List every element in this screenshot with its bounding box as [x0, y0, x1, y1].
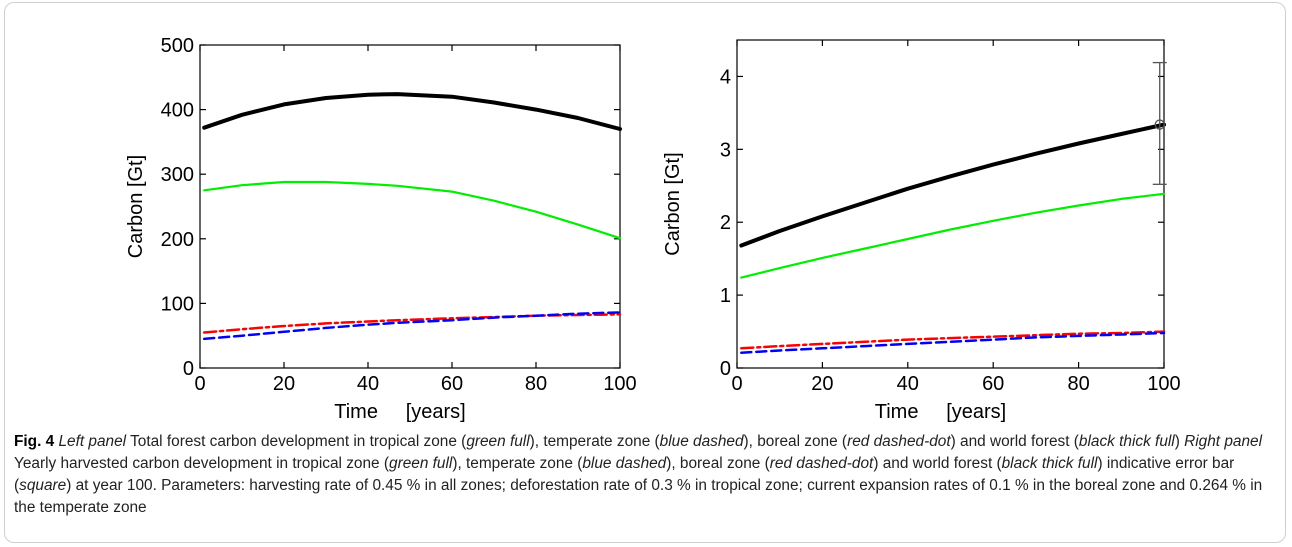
x-tick-label: 20 — [811, 373, 833, 395]
caption-style: black thick full — [1001, 455, 1098, 472]
caption-style: square — [19, 477, 67, 494]
caption-right-panel: Right panel — [1184, 433, 1263, 450]
x-tick-label: 0 — [731, 373, 742, 395]
caption-style: green full — [466, 433, 530, 450]
y-tick-label: 4 — [720, 66, 731, 88]
y-tick-label: 1 — [720, 285, 731, 307]
plot-area-1 — [199, 44, 621, 369]
series-line-boreal-zone — [202, 313, 622, 334]
y-axis-label: Carbon [Gt] — [125, 155, 147, 258]
caption-text: ), temperate zone ( — [452, 455, 583, 472]
y-tick-label: 0 — [720, 358, 731, 380]
caption-text: Total forest carbon development in tropi… — [126, 433, 467, 450]
y-tick-label: 2 — [720, 212, 731, 234]
series-line-tropical-zone — [740, 192, 1166, 279]
caption-text: ) and world forest ( — [950, 433, 1079, 450]
x-tick-label: 0 — [194, 373, 205, 395]
caption-style: red dashed-dot — [847, 433, 951, 450]
x-axis-label: Time [years] — [875, 401, 1007, 423]
caption-text: ), temperate zone ( — [529, 433, 660, 450]
plot-area-2 — [736, 39, 1165, 369]
y-tick-label: 400 — [161, 100, 194, 122]
x-tick-label: 60 — [982, 373, 1004, 395]
y-tick-label: 0 — [183, 358, 194, 380]
series-line-temperate-zone — [202, 311, 622, 341]
caption-style: green full — [389, 455, 453, 472]
figure-caption: Fig. 4 Left panel Total forest carbon de… — [14, 431, 1276, 519]
caption-style: blue dashed — [659, 433, 744, 450]
caption-text: Yearly harvested carbon development in t… — [14, 455, 390, 472]
x-tick-label: 100 — [1147, 373, 1180, 395]
series-line-boreal-zone — [740, 330, 1166, 350]
series-line-temperate-zone — [740, 331, 1166, 354]
caption-style: red dashed-dot — [769, 455, 874, 472]
x-axis-label: Time [years] — [334, 401, 466, 423]
figure-number: Fig. 4 — [14, 433, 55, 450]
series-line-tropical-zone — [203, 180, 622, 240]
x-tick-label: 60 — [441, 373, 463, 395]
x-tick-label: 80 — [1067, 373, 1089, 395]
caption-text: ) and world forest ( — [873, 455, 1002, 472]
caption-text: ) indicative error bar ( — [14, 455, 1235, 494]
error-bar-marker — [1154, 119, 1165, 130]
x-tick-label: 40 — [897, 373, 919, 395]
y-tick-label: 500 — [161, 35, 194, 57]
caption-left-panel: Left panel — [58, 433, 127, 450]
caption-text: ), boreal zone ( — [666, 455, 770, 472]
y-axis-label: Carbon [Gt] — [662, 152, 684, 255]
x-tick-label: 100 — [603, 373, 636, 395]
series-line-world-forest — [202, 92, 622, 131]
caption-style: blue dashed — [582, 455, 667, 472]
figure-frame — [4, 2, 1286, 543]
caption-text: ), boreal zone ( — [743, 433, 848, 450]
y-tick-label: 100 — [161, 293, 194, 315]
caption-text: ) at year 100. Parameters: harvesting ra… — [14, 477, 1263, 516]
x-tick-label: 80 — [525, 373, 547, 395]
caption-text: ) — [1174, 433, 1185, 450]
caption-style: black thick full — [1078, 433, 1175, 450]
y-tick-label: 200 — [161, 229, 194, 251]
y-tick-label: 300 — [161, 164, 194, 186]
series-line-world-forest — [739, 122, 1166, 248]
y-tick-label: 3 — [720, 139, 731, 161]
x-tick-label: 20 — [273, 373, 295, 395]
x-tick-label: 40 — [357, 373, 379, 395]
